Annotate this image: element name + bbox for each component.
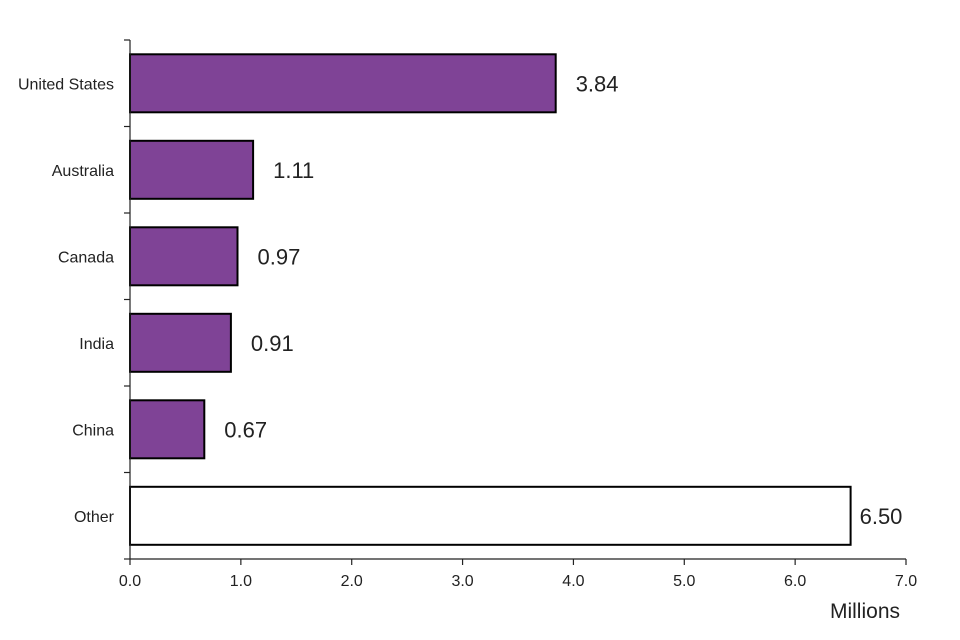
x-tick-label: 0.0	[119, 573, 141, 590]
category-label: Canada	[58, 249, 114, 266]
value-label: 0.97	[258, 244, 301, 269]
category-label: Australia	[52, 163, 114, 180]
bar-australia	[129, 139, 255, 200]
value-label: 6.50	[860, 504, 903, 529]
bar-china	[129, 399, 206, 460]
category-label: Other	[74, 509, 115, 526]
x-tick-label: 7.0	[895, 573, 917, 590]
x-tick-label: 4.0	[562, 573, 584, 590]
x-tick-label: 1.0	[230, 573, 252, 590]
axes-group	[124, 39, 907, 565]
x-tick-label: 3.0	[451, 573, 473, 590]
bar-united-states	[129, 53, 557, 114]
category-label: United States	[18, 76, 114, 93]
bar-other	[129, 485, 852, 546]
bar-india	[129, 312, 232, 373]
value-label: 1.11	[273, 158, 314, 183]
value-label: 0.67	[224, 417, 267, 442]
category-label: India	[79, 336, 114, 353]
labels-group: United States 3.84 Australia 1.11 Canada 0.97…	[18, 71, 917, 590]
value-label: 0.91	[251, 331, 294, 356]
x-tick-label: 6.0	[784, 573, 806, 590]
x-axis-unit-label: Millions	[830, 600, 900, 623]
x-tick-label: 5.0	[673, 573, 695, 590]
x-tick-label: 2.0	[341, 573, 363, 590]
bar-canada	[129, 226, 239, 287]
value-label: 3.84	[576, 71, 619, 96]
bars-group	[129, 53, 852, 546]
category-label: China	[72, 422, 114, 439]
